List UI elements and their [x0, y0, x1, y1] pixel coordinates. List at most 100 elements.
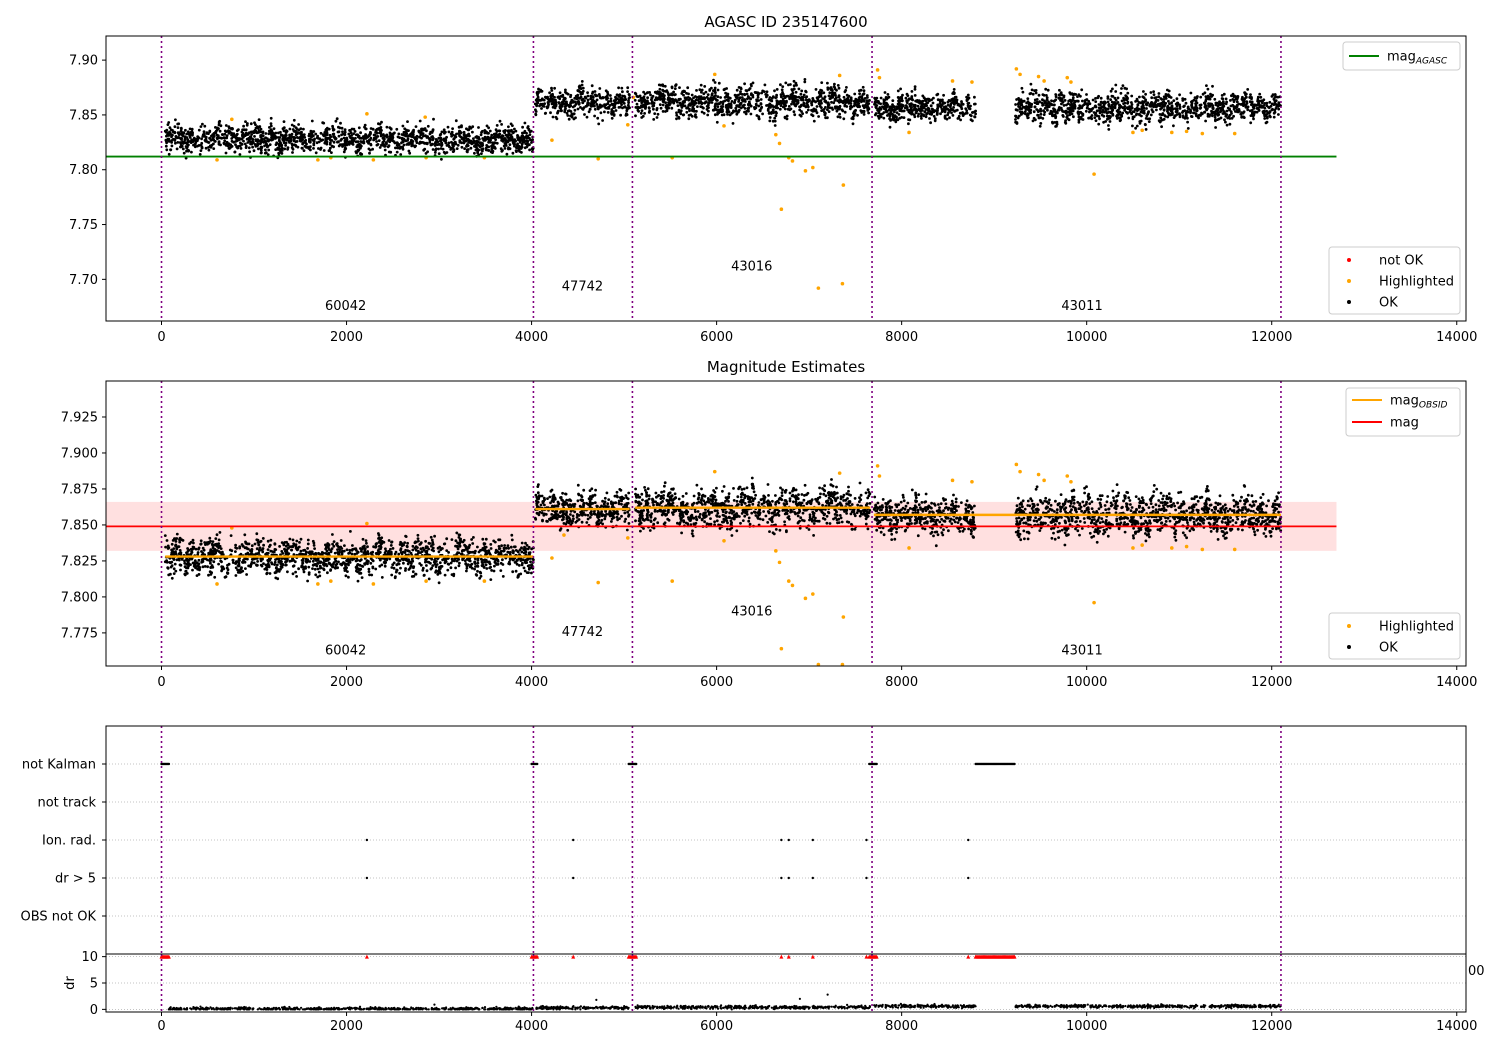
p1-ok-point [425, 142, 429, 146]
p1-ok-point [1181, 111, 1184, 114]
p1-ok-point [822, 97, 826, 101]
p1-ok-point [1182, 105, 1185, 108]
p1-ok-point [1072, 105, 1075, 109]
p1-ok-point [908, 103, 911, 106]
p1-ok-point [1122, 99, 1126, 102]
p1-ok-point [670, 106, 674, 110]
p1-ok-point [908, 118, 912, 122]
p1-ok-point [352, 132, 355, 136]
p1-ok-point [443, 131, 446, 135]
p1-ok-point [714, 97, 717, 101]
p1-ok-point [294, 143, 297, 147]
p1-ok-point [554, 98, 557, 102]
p1-highlighted-point [803, 169, 808, 173]
p1-ok-point [793, 99, 796, 103]
p1-ok-point [619, 99, 623, 102]
p1-ok-point [399, 153, 403, 156]
p1-ok-point [431, 128, 435, 132]
p1-ok-point [1204, 98, 1208, 101]
p1-ok-point [873, 100, 877, 104]
p1-ok-point [382, 143, 386, 146]
p1-ok-point [314, 151, 318, 155]
p1-ok-point [622, 102, 626, 105]
p1-ok-point [227, 142, 231, 146]
p1-ok-point [729, 104, 732, 107]
p1-ok-point [932, 110, 936, 114]
p1-ok-point [294, 126, 298, 130]
p1-ok-point [955, 100, 958, 104]
p1-ok-point [1077, 118, 1081, 122]
p1-ok-point [243, 134, 247, 138]
p1-ok-point [1154, 96, 1158, 99]
p1-ok-point [661, 110, 665, 113]
p1-ok-point [309, 132, 313, 136]
p1-ok-point [1157, 92, 1161, 95]
p1-ok-point [548, 91, 551, 95]
p1-ok-point [743, 82, 746, 86]
p1-ok-point [830, 94, 834, 97]
p1-ok-point [837, 107, 841, 111]
p1-ok-point [469, 146, 473, 150]
p1-ok-point [635, 102, 639, 106]
p1-ok-point [786, 107, 790, 111]
p1-ok-point [670, 92, 673, 96]
p1-ok-point [1103, 110, 1106, 114]
p1-x-tick-label: 12000 [1251, 330, 1292, 345]
p1-ok-point [385, 135, 389, 139]
p1-ok-point [1161, 105, 1165, 108]
p1-ok-point [961, 111, 964, 114]
p1-ok-point [341, 130, 344, 134]
p1-ok-point [1203, 110, 1207, 114]
p1-ok-point [490, 133, 494, 137]
p1-ok-point [1091, 98, 1095, 102]
p1-ok-point [657, 83, 661, 87]
p1-ok-point [1141, 101, 1145, 105]
p1-ok-point [681, 113, 685, 117]
p1-ok-point [774, 96, 777, 100]
p1-ok-point [1053, 108, 1057, 111]
p1-ok-point [1196, 115, 1200, 118]
p1-ok-point [466, 150, 469, 154]
p2-ok-point [450, 538, 454, 541]
p1-ok-point [750, 84, 753, 88]
p1-ok-point [251, 130, 255, 134]
p1-ok-point [383, 137, 386, 141]
p1-ok-point [302, 133, 306, 137]
p1-ok-point [745, 109, 749, 113]
p1-ok-point [523, 146, 527, 150]
p1-ok-point [312, 142, 316, 146]
p1-ok-point [421, 127, 425, 131]
p1-ok-point [268, 129, 271, 133]
p1-ok-point [696, 98, 700, 102]
p1-ok-point [876, 114, 880, 118]
p1-ok-point [188, 127, 192, 131]
p1-ok-point [829, 97, 832, 100]
p1-ok-point [1014, 103, 1017, 106]
p1-ok-point [928, 110, 932, 113]
p1-ok-point [325, 140, 329, 144]
p1-ok-point [1026, 97, 1030, 100]
p1-ok-point [935, 93, 939, 97]
p1-ok-point [235, 138, 239, 142]
p1-ok-point [515, 146, 518, 150]
p1-ok-point [593, 104, 596, 108]
p1-ok-point [1095, 114, 1099, 118]
p1-ok-point [177, 122, 181, 126]
p1-ok-point [1139, 101, 1142, 105]
p1-ok-point [1250, 100, 1254, 104]
p1-ok-point [833, 82, 836, 86]
p1-ok-point [778, 107, 782, 111]
p1-ok-point [853, 92, 857, 96]
p1-ok-point [537, 87, 540, 91]
p1-ok-point [687, 117, 691, 121]
p2-ok-point [406, 541, 409, 545]
p1-ok-point [414, 125, 418, 128]
p1-ok-point [695, 89, 698, 92]
p1-ok-point [437, 136, 441, 140]
p1-ok-point [510, 135, 514, 139]
p1-ok-point [222, 141, 226, 145]
p1-ok-point [450, 140, 453, 144]
p1-ok-point [745, 92, 749, 96]
p1-ok-point [779, 93, 783, 96]
p1-highlighted-point [712, 72, 717, 77]
